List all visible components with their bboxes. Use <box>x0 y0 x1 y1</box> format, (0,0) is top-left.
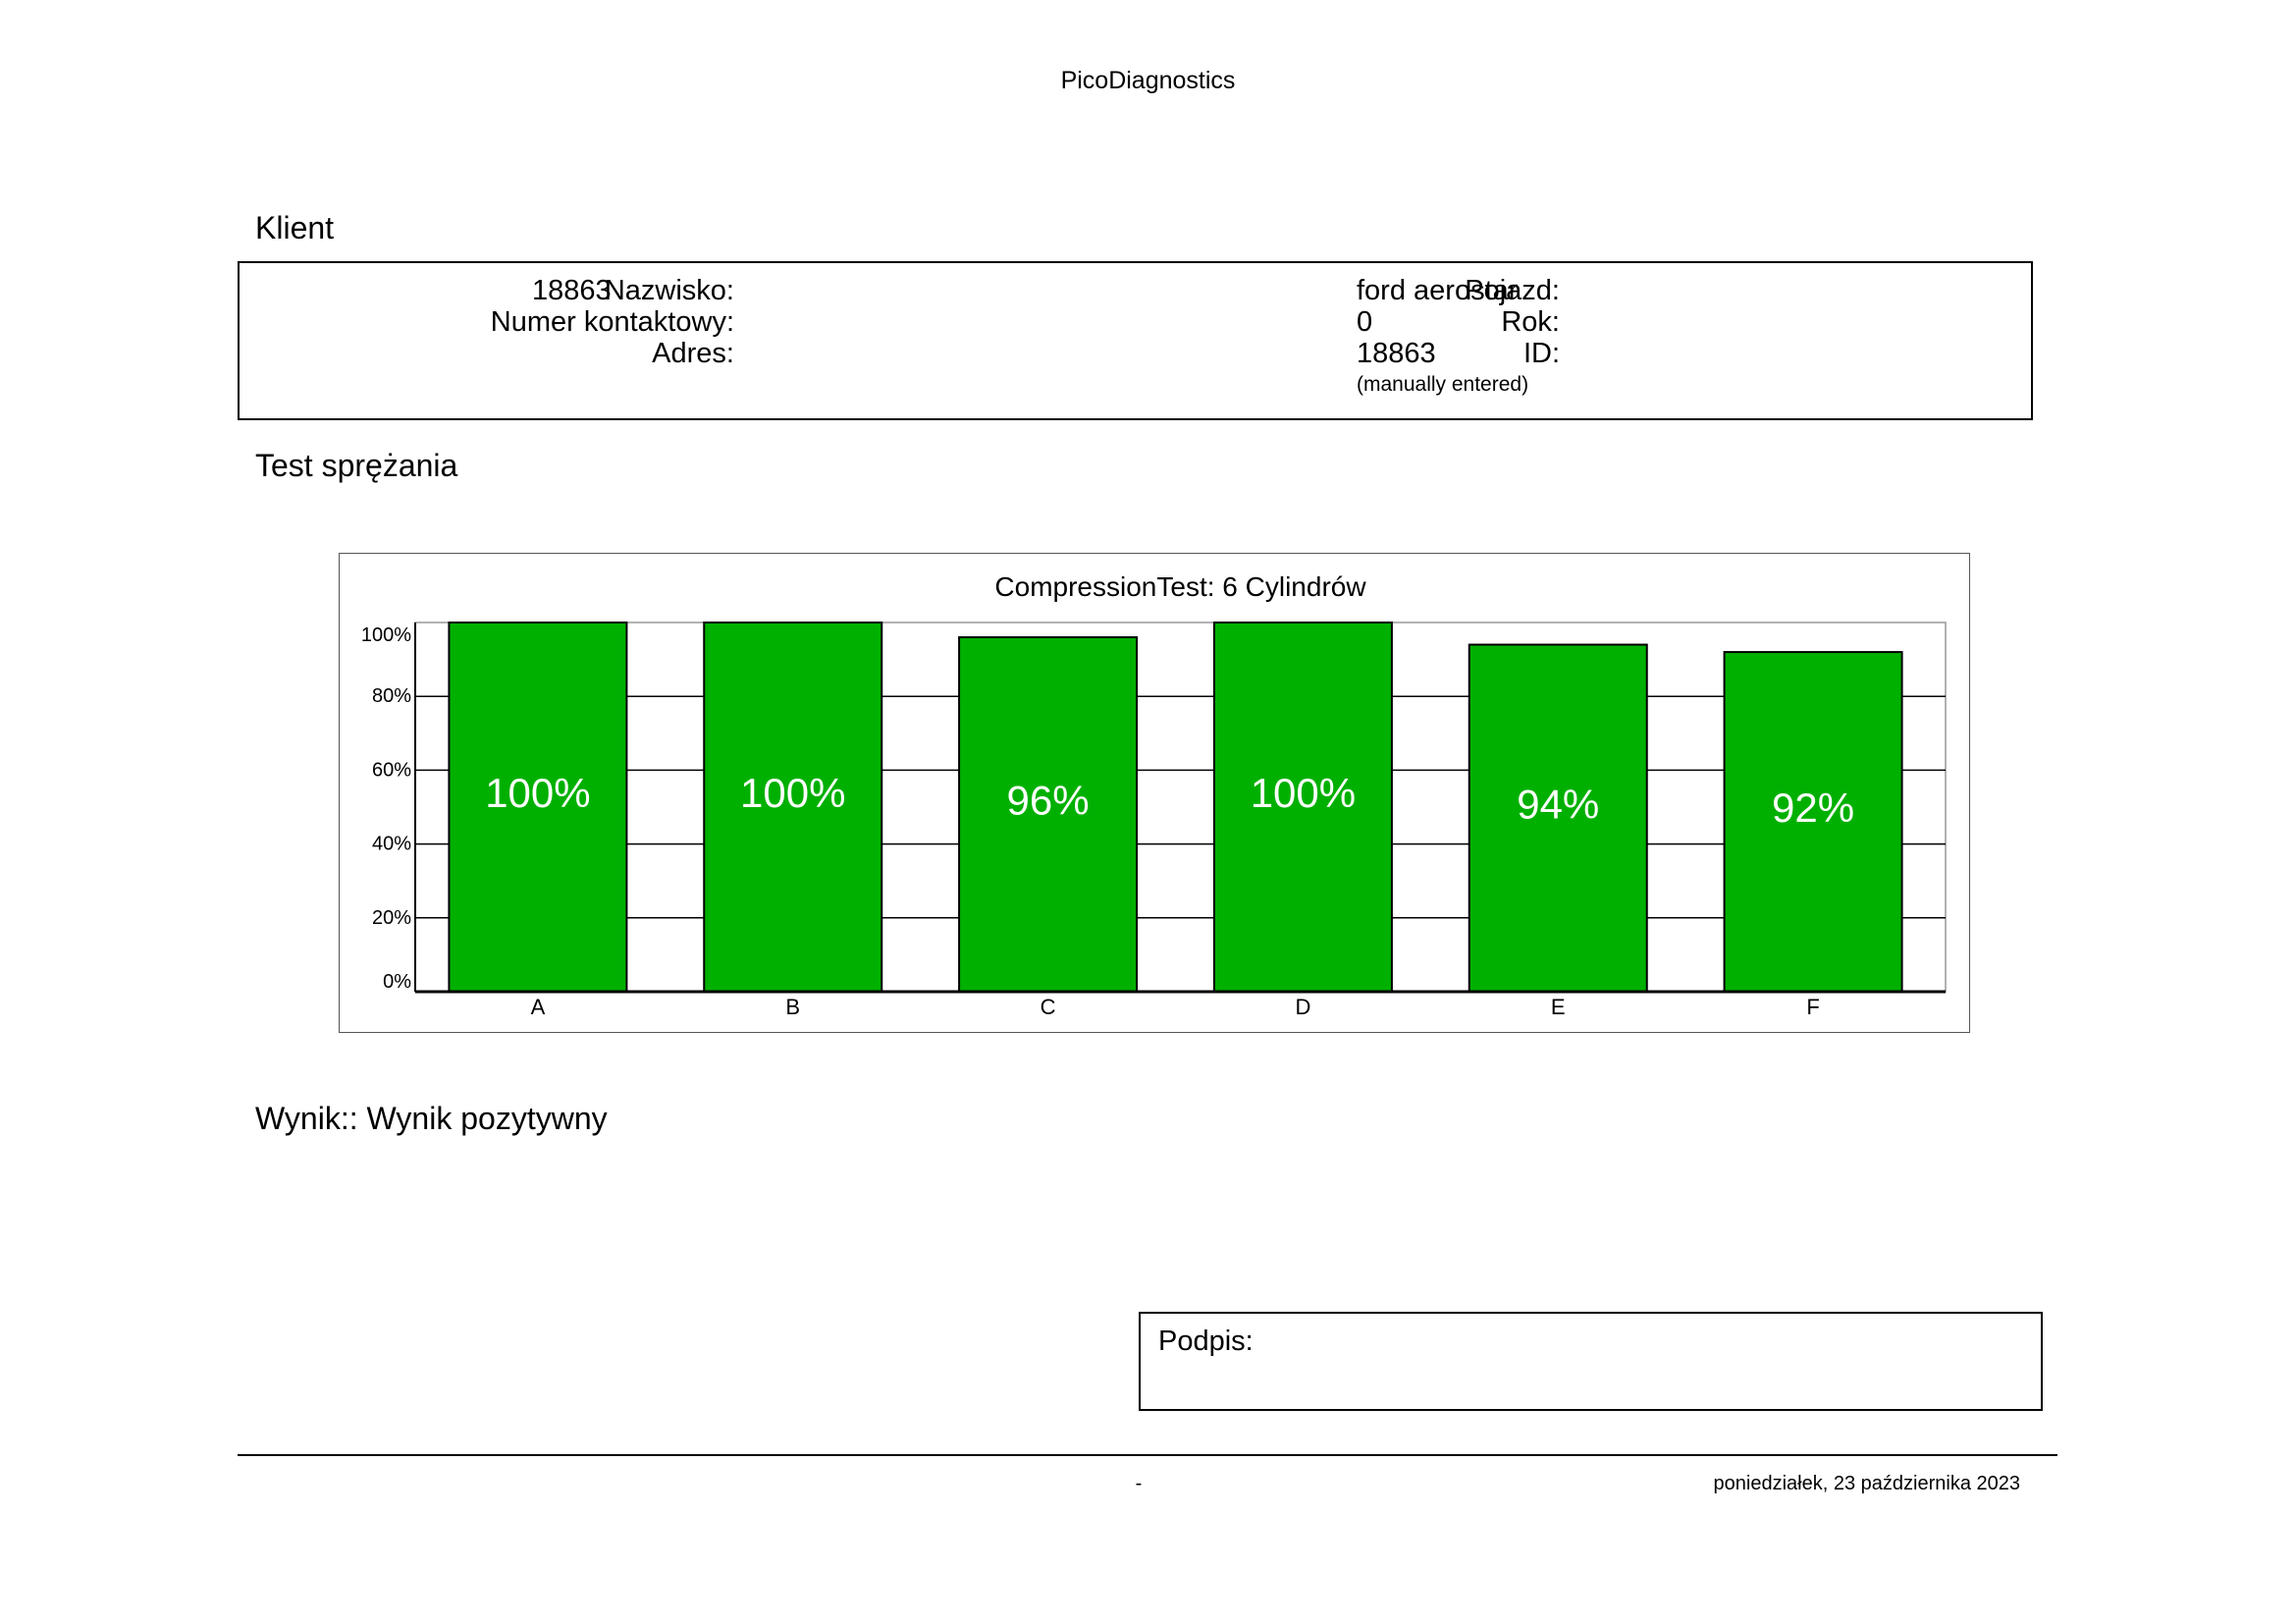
bar <box>1468 643 1648 993</box>
bar-value-label: 100% <box>485 770 590 816</box>
y-tick-label: 100% <box>361 624 411 646</box>
x-tick-label: D <box>1295 995 1310 1019</box>
x-tick-label: E <box>1551 995 1566 1019</box>
vehicle-label: Pojazd: <box>1465 275 1560 306</box>
bar <box>958 636 1139 993</box>
bar-value-label: 92% <box>1772 785 1854 831</box>
bar-value-label: 94% <box>1517 781 1599 827</box>
vehicle-value: ford aerostar <box>1357 275 1519 306</box>
footer-date: poniedziałek, 23 października 2023 <box>1713 1473 2020 1494</box>
x-tick-label: B <box>785 995 800 1019</box>
y-tick-label: 60% <box>372 759 411 781</box>
x-tick-label: F <box>1806 995 1819 1019</box>
plot-frame <box>414 622 1947 993</box>
y-tick-label: 20% <box>372 907 411 929</box>
bar-value-label: 100% <box>1251 770 1356 816</box>
year-value: 0 <box>1357 306 1373 338</box>
year-label: Rok: <box>1501 306 1560 338</box>
test-section-title: Test sprężania <box>255 448 458 483</box>
footer-divider <box>238 1454 2057 1456</box>
y-tick-label: 80% <box>372 685 411 707</box>
y-tick-label: 0% <box>383 971 411 993</box>
bar <box>1212 622 1393 993</box>
name-value: 18863 <box>532 275 612 306</box>
y-tick-label: 40% <box>372 834 411 855</box>
name-label: Nazwisko: <box>604 275 734 306</box>
chart-svg: CompressionTest: 6 Cylindrów 0% 20% 40% 60% 8… <box>361 571 1947 1019</box>
signature-box: Podpis: <box>1139 1312 2043 1411</box>
bar-value-label: 96% <box>1007 778 1090 824</box>
footer-center-text: - <box>1135 1473 1143 1494</box>
contact-label: Numer kontaktowy: <box>490 306 734 338</box>
x-tick-label: C <box>1041 995 1056 1019</box>
id-note: (manually entered) <box>1357 373 1529 396</box>
document-header: PicoDiagnostics <box>1060 67 1236 94</box>
id-label: ID: <box>1522 338 1560 369</box>
compression-chart: CompressionTest: 6 Cylindrów 0% 20% 40% 60% 8… <box>339 553 1970 1033</box>
client-section-title: Klient <box>255 210 335 245</box>
id-value: 18863 <box>1357 338 1436 369</box>
signature-label: Podpis: <box>1158 1326 1254 1357</box>
address-label: Adres: <box>652 338 734 369</box>
result-text: Wynik:: Wynik pozytywny <box>255 1101 608 1136</box>
bar <box>703 622 883 993</box>
x-tick-label: A <box>531 995 546 1019</box>
bar <box>1723 651 1903 994</box>
client-info-box: Nazwisko: 18863 Numer kontaktowy: Adres:… <box>238 261 2033 420</box>
chart-title: CompressionTest: 6 Cylindrów <box>994 571 1366 602</box>
bar-value-label: 100% <box>740 770 845 816</box>
